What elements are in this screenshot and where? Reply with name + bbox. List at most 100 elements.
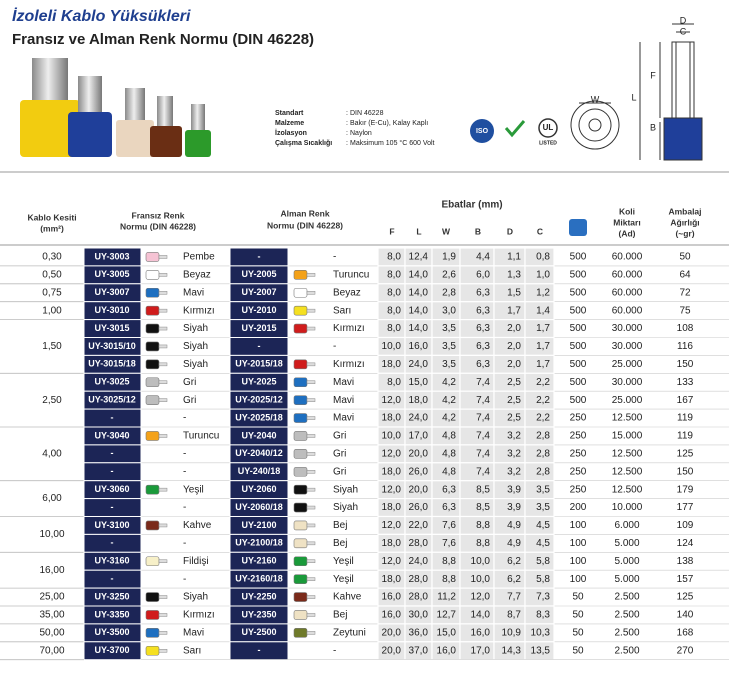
fr-color: Siyah bbox=[183, 359, 208, 370]
koli: 30.000 bbox=[612, 341, 643, 352]
de-color: Mavi bbox=[333, 395, 354, 406]
dim-value: 26,0 bbox=[409, 502, 429, 513]
dim-label: F bbox=[650, 70, 656, 80]
header-cell: (Ad) bbox=[619, 228, 636, 238]
dim-value: 10,0 bbox=[382, 341, 402, 352]
dim-value: 2,2 bbox=[536, 413, 550, 424]
dim-label: L bbox=[631, 92, 636, 102]
dim-value: 2,5 bbox=[507, 413, 521, 424]
ul-label: UL bbox=[543, 123, 554, 132]
dim-value: 8,8 bbox=[442, 574, 456, 585]
dim-value: 4,2 bbox=[442, 377, 456, 388]
dim-value: 28,0 bbox=[409, 592, 429, 603]
dim-value: 3,2 bbox=[507, 431, 521, 442]
dim-value: 6,3 bbox=[476, 341, 490, 352]
fr-code: UY-3100 bbox=[94, 520, 129, 530]
box-qty: 100 bbox=[570, 520, 587, 531]
color-swatch bbox=[145, 645, 160, 656]
box-qty: 500 bbox=[570, 269, 587, 280]
iso-label: ISO bbox=[476, 128, 489, 135]
dim-value: 7,6 bbox=[442, 538, 456, 549]
de-color: Turuncu bbox=[333, 269, 369, 280]
section: 10,00 bbox=[39, 529, 64, 540]
dim-value: 26,0 bbox=[409, 466, 429, 477]
weight: 119 bbox=[677, 413, 693, 424]
spec-value: Naylon bbox=[350, 130, 372, 137]
dim-value: 3,2 bbox=[507, 466, 521, 477]
ferrule-tube bbox=[158, 613, 168, 617]
color-swatch bbox=[293, 610, 308, 620]
de-color: Yeşil bbox=[333, 574, 354, 585]
dim-value: 24,0 bbox=[409, 413, 429, 424]
title: İzoleli Kablo Yüksükleri bbox=[12, 7, 191, 25]
ferrule-tube bbox=[158, 362, 168, 367]
weight: 50 bbox=[679, 252, 691, 263]
de-code: UY-2007 bbox=[241, 287, 276, 297]
section: 25,00 bbox=[39, 592, 64, 603]
de-color: - bbox=[333, 252, 336, 263]
spec-colon: : bbox=[346, 130, 348, 137]
ferrule-tube bbox=[306, 577, 316, 581]
dim-value: 14,0 bbox=[409, 323, 429, 334]
dim-value: 2,8 bbox=[536, 431, 550, 442]
dim-label: D bbox=[680, 15, 687, 25]
box-qty: 500 bbox=[570, 359, 587, 370]
section: 50,00 bbox=[39, 627, 64, 638]
color-swatch bbox=[145, 323, 160, 334]
de-code: - bbox=[258, 251, 261, 261]
weight: 72 bbox=[679, 287, 691, 298]
de-color: Bej bbox=[333, 610, 347, 621]
listed-label: LISTED bbox=[539, 140, 557, 146]
dim-value: 1,7 bbox=[536, 341, 550, 352]
color-swatch bbox=[293, 484, 308, 495]
code-cell bbox=[83, 641, 142, 661]
ferrule-tube bbox=[158, 595, 168, 599]
de-code: UY-2250 bbox=[241, 591, 276, 601]
fr-code: - bbox=[111, 538, 114, 548]
box-qty: 500 bbox=[570, 323, 587, 334]
koli: 12.500 bbox=[612, 413, 643, 424]
de-color: Siyah bbox=[333, 484, 358, 495]
fr-code: UY-3005 bbox=[94, 269, 129, 279]
dim-value: 4,5 bbox=[536, 538, 550, 549]
weight: 157 bbox=[677, 574, 694, 585]
fr-code: - bbox=[111, 466, 114, 476]
koli: 60.000 bbox=[612, 287, 643, 298]
dim-value: 8,0 bbox=[387, 323, 401, 334]
ferrule-tube bbox=[306, 273, 316, 277]
box-qty: 100 bbox=[570, 556, 587, 567]
spec-value: Maksimum 105 °C 600 Volt bbox=[350, 139, 435, 147]
fr-color: - bbox=[183, 466, 186, 477]
dim-value: 3,5 bbox=[442, 359, 456, 370]
de-code: UY-2010 bbox=[241, 305, 276, 315]
dim-value: 28,0 bbox=[409, 574, 429, 585]
color-swatch bbox=[293, 520, 308, 531]
dim-value: 20,0 bbox=[382, 627, 402, 638]
dim-value: 2,0 bbox=[507, 359, 521, 370]
section: 4,00 bbox=[42, 448, 62, 459]
header-cell: L bbox=[416, 226, 421, 236]
fr-code: UY-3160 bbox=[94, 556, 129, 566]
color-swatch bbox=[145, 520, 160, 531]
section: 1,00 bbox=[42, 305, 62, 316]
fr-color: - bbox=[183, 502, 186, 513]
dim-value: 2,8 bbox=[536, 448, 550, 459]
header-cell: Normu (DIN 46228) bbox=[120, 221, 196, 231]
fr-color: Pembe bbox=[183, 252, 215, 263]
box-qty: 50 bbox=[572, 610, 584, 621]
fr-color: - bbox=[183, 538, 186, 549]
dim-value: 4,8 bbox=[442, 448, 456, 459]
dim-value: 17,0 bbox=[409, 431, 429, 442]
de-color: Gri bbox=[333, 466, 346, 477]
color-swatch bbox=[145, 484, 160, 495]
de-color: Bej bbox=[333, 538, 347, 549]
dim-value: 10,9 bbox=[502, 627, 522, 638]
dim-value: 18,0 bbox=[382, 466, 402, 477]
dim-value: 28,0 bbox=[409, 538, 429, 549]
koli: 2.500 bbox=[614, 592, 639, 603]
header-cell: (mm²) bbox=[40, 223, 64, 233]
dim-label: C bbox=[680, 26, 687, 36]
dim-value: 20,0 bbox=[409, 484, 429, 495]
fr-code: - bbox=[111, 502, 114, 512]
weight: 116 bbox=[677, 341, 693, 352]
